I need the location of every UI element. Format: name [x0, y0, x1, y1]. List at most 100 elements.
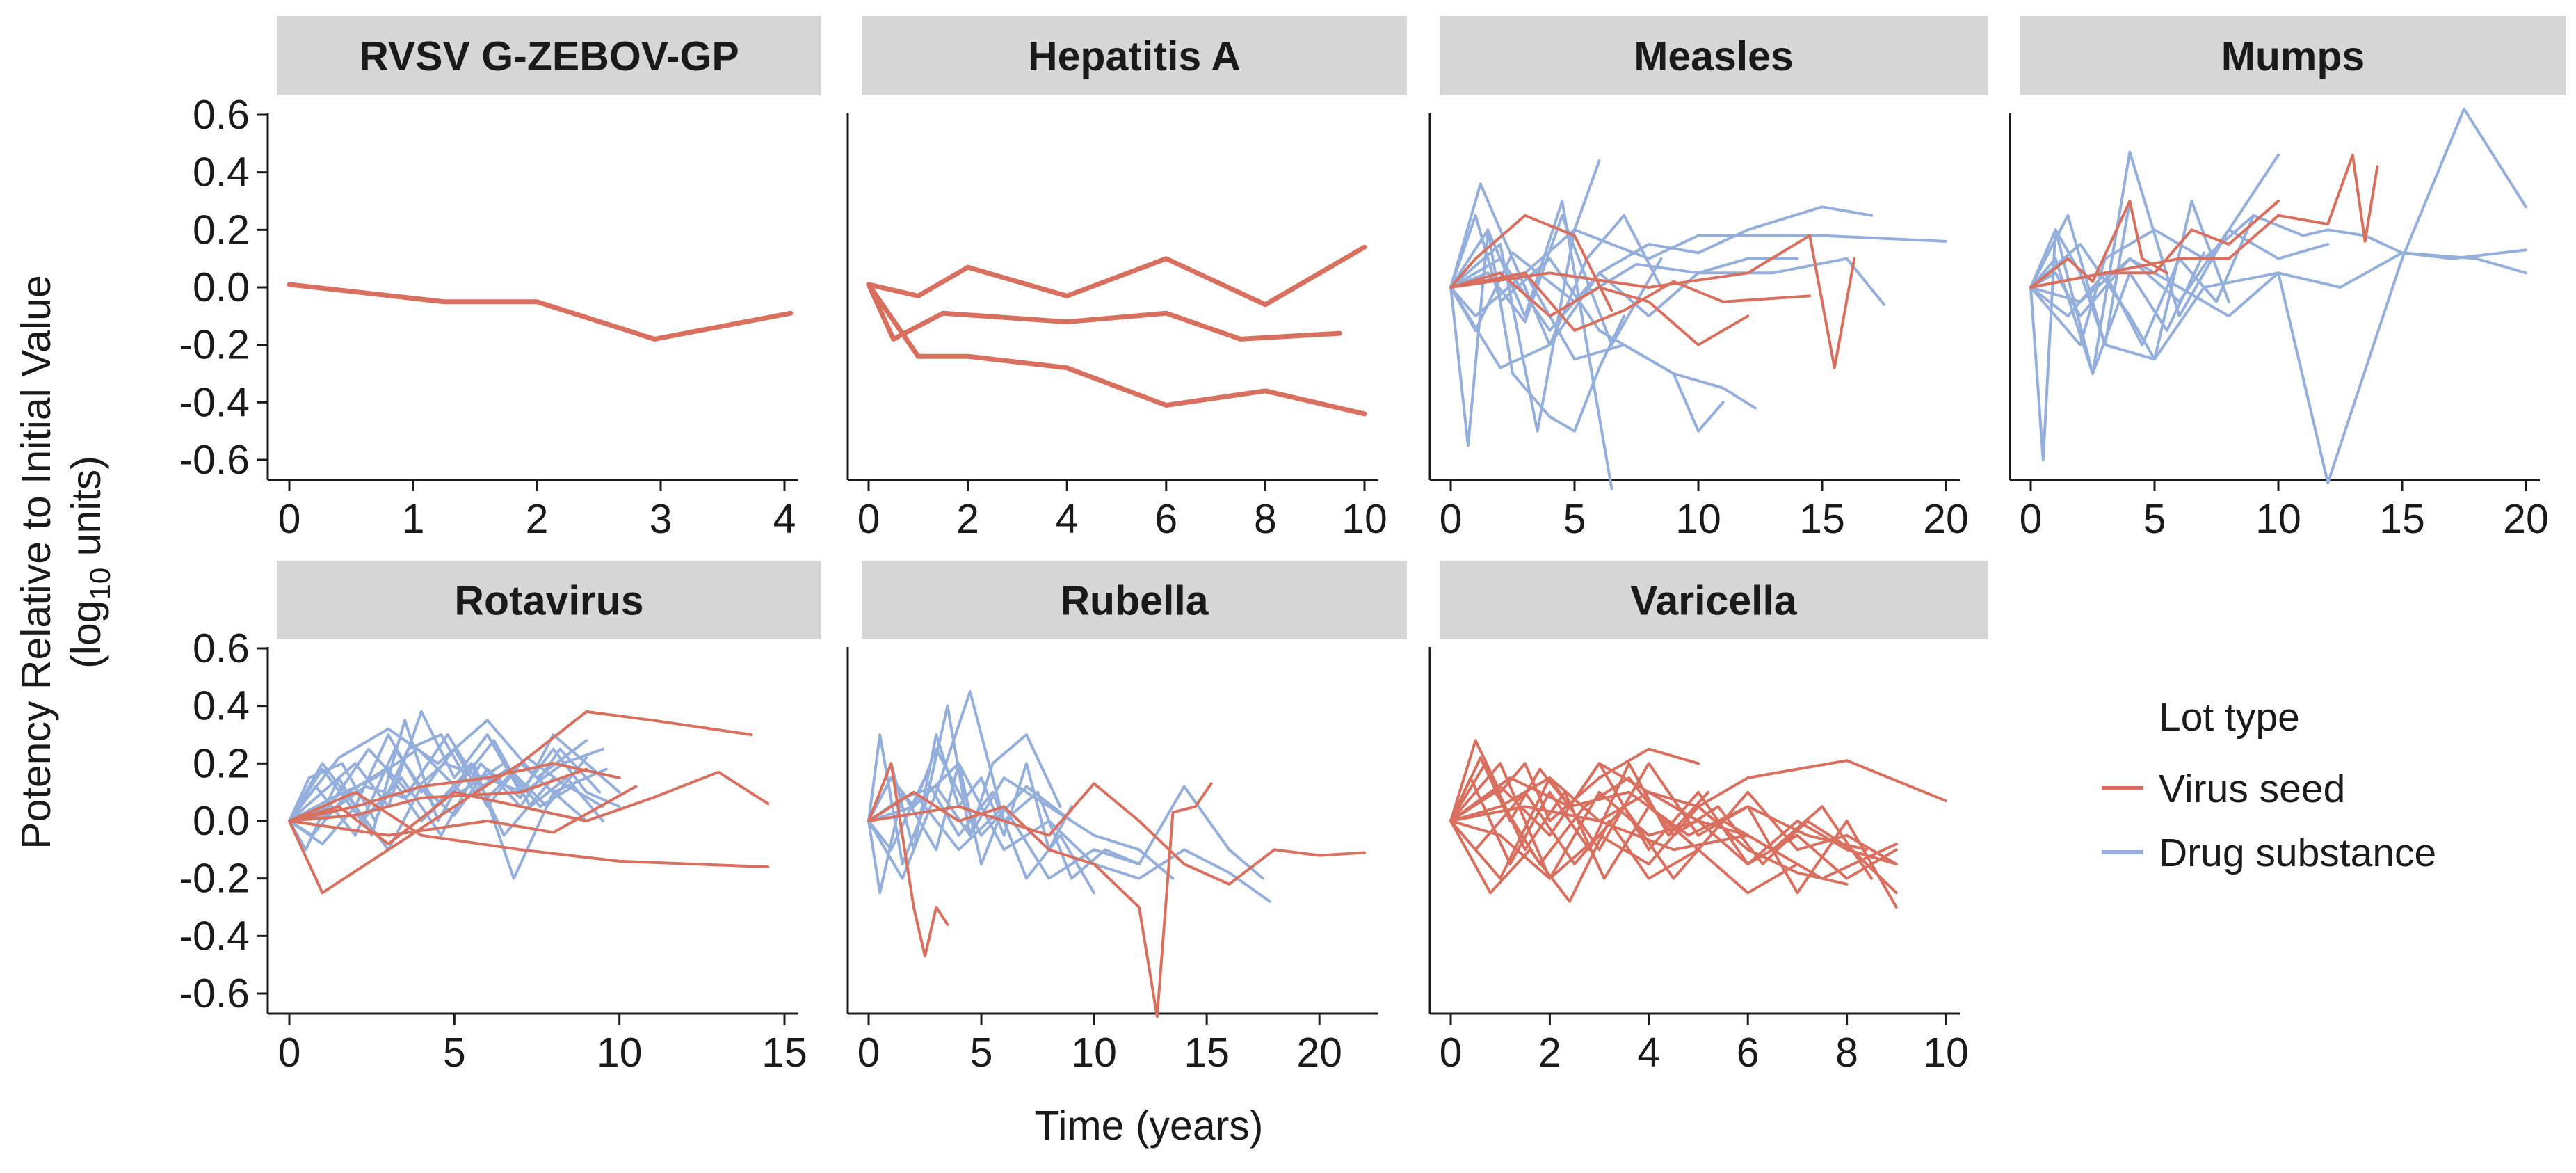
panel-hepatitis-a: Hepatitis A 0 2 4 6 8 10 [846, 16, 1407, 542]
y-tick-label: -0.6 [179, 437, 250, 483]
series-line-virus-seed [288, 762, 621, 822]
legend-title: Lot type [2159, 695, 2300, 740]
series-line-drug-substance [867, 704, 1062, 865]
x-tick-label: 2 [956, 496, 979, 542]
series-line-drug-substance [2029, 200, 2230, 361]
panel-mumps: Mumps 0 5 10 15 20 [2009, 16, 2566, 542]
series-line-virus-seed [1449, 234, 1856, 369]
x-tick-label: 10 [1675, 496, 1721, 542]
panel-rotavirus: Rotavirus 0.6 0.4 0.2 0.0 -0.2 -0.4 -0.6 0 5 10 15 [179, 561, 821, 1076]
series-line-virus-seed [867, 782, 1366, 886]
x-tick-label: 10 [2255, 496, 2301, 542]
x-tick-label: 10 [597, 1030, 643, 1076]
y-tick-label: 0.0 [193, 264, 250, 310]
panel-rvsv-g-zebov-gp: RVSV G-ZEBOV-GP 0.6 0.4 0.2 0.0 -0.2 -0.4 -0.6 0… [179, 16, 821, 542]
strip-rotavirus [277, 561, 821, 639]
x-tick-label: 15 [2379, 496, 2425, 542]
series-line-drug-substance [2029, 248, 2527, 318]
y-tick-label: -0.4 [179, 379, 250, 425]
strip-title-rotavirus: Rotavirus [454, 578, 643, 624]
series-line-drug-substance [2029, 214, 2255, 346]
legend: Lot type Virus seed Drug substance [2102, 695, 2436, 875]
series-line-drug-substance [288, 733, 608, 822]
series-line-drug-substance [867, 785, 1265, 880]
x-tick-label: 20 [2503, 496, 2549, 542]
series-line-drug-substance [1449, 271, 1725, 433]
x-tick-label: 8 [1254, 496, 1277, 542]
x-tick-label: 1 [402, 496, 425, 542]
series-line-drug-substance [288, 747, 602, 837]
series-line-virus-seed [1449, 762, 1710, 865]
x-tick-label: 15 [1184, 1030, 1230, 1076]
y-axis-title-line2: (log10 units) [63, 456, 116, 669]
x-tick-label: 0 [1440, 1030, 1463, 1076]
series-line-drug-substance [1449, 214, 1663, 369]
y-tick-label: -0.6 [179, 971, 250, 1016]
series-line-drug-substance [867, 762, 1271, 903]
series-line-virus-seed [1449, 214, 1613, 312]
series-line-drug-substance [867, 776, 1096, 895]
series-line-virus-seed [867, 762, 949, 958]
x-tick-label: 2 [526, 496, 549, 542]
y-tick-label: 0.6 [193, 625, 250, 671]
y-axis-title: Potency Relative to Initial Value (log10… [13, 275, 116, 849]
series-line-drug-substance [867, 762, 1006, 895]
series-line-virus-seed [866, 282, 1367, 417]
x-tick-label: 15 [1799, 496, 1845, 542]
y-tick-label: -0.4 [179, 913, 250, 959]
panels-layer: RVSV G-ZEBOV-GP 0.6 0.4 0.2 0.0 -0.2 -0.4 -0.6 0… [179, 16, 2566, 1076]
y-tick-label: 0.4 [193, 150, 250, 196]
strip-title-varicella: Varicella [1630, 578, 1798, 624]
strip-title-measles: Measles [1634, 33, 1794, 79]
series-line-virus-seed [288, 785, 638, 837]
x-tick-label: 5 [970, 1030, 993, 1076]
x-tick-label: 0 [858, 1030, 880, 1076]
y-tick-label: 0.2 [193, 207, 250, 253]
series-line-virus-seed [1449, 271, 1750, 346]
series-line-virus-seed [288, 710, 753, 895]
x-tick-label: 5 [443, 1030, 466, 1076]
x-tick-label: 15 [762, 1030, 807, 1076]
strip-mumps [2020, 16, 2566, 95]
series-line-virus-seed [1449, 790, 1874, 880]
y-axis-unit-subscript: 10 [83, 568, 116, 600]
series-line-virus-seed [288, 770, 770, 846]
y-tick-label: -0.2 [179, 322, 250, 368]
x-tick-label: 5 [1563, 496, 1586, 542]
x-tick-label: 8 [1835, 1030, 1858, 1076]
y-tick-label: -0.2 [179, 856, 250, 902]
series-line-virus-seed [287, 282, 794, 342]
series-line-drug-substance [288, 733, 575, 822]
series-line-virus-seed [1449, 762, 1898, 865]
y-tick-label: 0.2 [193, 740, 250, 786]
panel-rubella: Rubella 0 5 10 15 20 [846, 561, 1407, 1076]
y-axis-unit-suffix: units) [63, 456, 109, 568]
series-line-drug-substance [288, 733, 621, 852]
y-tick-label: 0.4 [193, 683, 250, 729]
series-line-drug-substance [867, 733, 1073, 852]
y-tick-label: 0.0 [193, 798, 250, 844]
x-tick-label: 0 [858, 496, 880, 542]
x-tick-label: 4 [1637, 1030, 1660, 1076]
strip-rubella [862, 561, 1407, 639]
series-line-drug-substance [1449, 214, 1663, 346]
x-tick-label: 0 [278, 1030, 301, 1076]
series-line-drug-substance [2029, 107, 2527, 485]
legend-label-virus-seed: Virus seed [2159, 767, 2345, 811]
series-line-drug-substance [867, 776, 1175, 880]
series-line-virus-seed [1449, 271, 1812, 332]
panel-varicella: Varicella 0 2 4 6 8 10 [1428, 561, 1988, 1076]
x-tick-label: 6 [1737, 1030, 1760, 1076]
series-line-drug-substance [2029, 228, 2330, 318]
x-tick-label: 0 [2020, 496, 2043, 542]
strip-title-mumps: Mumps [2221, 33, 2365, 79]
series-line-virus-seed [1449, 776, 1898, 895]
strip-hepatitis-a [862, 16, 1407, 95]
x-tick-label: 4 [773, 496, 796, 542]
x-tick-label: 10 [1923, 1030, 1969, 1076]
strip-title-rvsv-g-zebov-gp: RVSV G-ZEBOV-GP [359, 33, 739, 79]
series-line-virus-seed [288, 767, 588, 822]
x-tick-label: 0 [1440, 496, 1463, 542]
series-line-drug-substance [1449, 159, 1601, 433]
